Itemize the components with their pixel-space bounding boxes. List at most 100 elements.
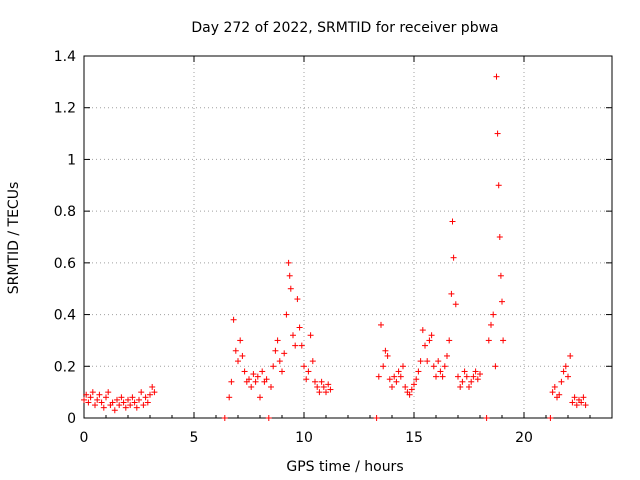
data-point <box>127 402 134 409</box>
data-point <box>274 337 281 344</box>
data-point <box>468 378 475 385</box>
data-point <box>422 342 428 349</box>
data-point <box>386 376 393 383</box>
grid-lines <box>84 56 612 418</box>
data-point <box>547 415 554 421</box>
chart-title: Day 272 of 2022, SRMTID for receiver pbw… <box>191 20 498 36</box>
data-point <box>287 285 294 292</box>
data-point <box>474 376 481 383</box>
data-point <box>151 389 158 396</box>
y-tick-label-4: 0.8 <box>54 204 76 220</box>
data-point <box>397 373 404 380</box>
x-tick-label-4: 20 <box>515 430 533 446</box>
data-point <box>320 383 327 390</box>
data-point <box>400 363 406 370</box>
data-point <box>120 399 127 406</box>
data-point <box>241 368 248 375</box>
data-point <box>452 301 459 308</box>
data-point <box>140 402 147 409</box>
data-point <box>433 373 439 380</box>
data-point <box>305 368 312 375</box>
axis-ticks: 0 5 10 15 20 0 0.2 0.4 0.6 0.8 1 1.2 1.4 <box>54 49 612 446</box>
data-point <box>441 363 448 370</box>
data-point <box>133 404 140 411</box>
data-point <box>493 73 500 80</box>
data-point <box>301 363 307 370</box>
x-tick-label-2: 10 <box>295 430 313 446</box>
data-point <box>122 404 129 411</box>
data-point <box>408 386 415 393</box>
data-point <box>327 386 334 393</box>
data-point <box>428 332 435 339</box>
data-point <box>228 378 235 385</box>
data-point <box>426 337 433 344</box>
data-point <box>144 399 151 406</box>
data-point <box>235 358 241 365</box>
data-point <box>437 368 444 375</box>
y-tick-label-0: 0 <box>67 411 76 427</box>
data-point <box>226 394 233 401</box>
y-tick-label-7: 1.4 <box>54 49 76 65</box>
data-point <box>81 396 87 403</box>
data-point <box>488 321 494 328</box>
y-tick-label-3: 0.6 <box>54 256 76 272</box>
data-point <box>569 399 576 406</box>
data-point <box>446 337 453 344</box>
y-tick-label-6: 1.2 <box>54 101 76 117</box>
data-point <box>250 371 257 378</box>
data-point <box>483 415 490 421</box>
data-point <box>129 394 136 401</box>
data-point <box>290 332 296 339</box>
data-point <box>118 394 125 401</box>
data-point <box>325 381 332 388</box>
data-point <box>455 373 461 380</box>
data-point <box>105 389 112 396</box>
data-point <box>495 182 502 189</box>
data-point <box>232 347 239 354</box>
data-point <box>582 402 589 409</box>
y-axis-label: SRMTID / TECUs <box>6 182 22 295</box>
data-point <box>312 378 318 385</box>
data-point <box>459 378 466 385</box>
data-point <box>424 358 431 365</box>
data-point <box>307 332 314 339</box>
x-axis-label: GPS time / hours <box>286 459 403 475</box>
data-point <box>246 376 252 383</box>
data-point <box>92 402 98 409</box>
data-point <box>248 383 255 390</box>
data-point <box>449 218 456 225</box>
data-point <box>136 396 142 403</box>
data-point <box>477 371 483 378</box>
data-point <box>551 383 558 390</box>
data-point <box>239 352 246 359</box>
data-point <box>391 373 398 380</box>
data-point <box>492 363 499 370</box>
data-point <box>567 352 574 359</box>
data-point <box>94 396 101 403</box>
data-point <box>395 368 402 375</box>
data-point <box>147 391 153 398</box>
data-point <box>296 324 303 331</box>
data-point <box>448 290 455 297</box>
data-point <box>89 389 96 396</box>
data-point <box>499 298 505 305</box>
data-point <box>100 404 107 411</box>
data-point <box>565 373 571 380</box>
data-point <box>116 402 123 409</box>
data-point <box>490 311 497 318</box>
data-point <box>380 363 387 370</box>
data-point <box>500 337 507 344</box>
data-point <box>263 376 270 383</box>
data-point <box>558 378 565 385</box>
data-point <box>298 342 305 349</box>
data-point <box>470 373 477 380</box>
x-tick-label-0: 0 <box>80 430 89 446</box>
data-point <box>314 383 321 390</box>
data-point <box>276 358 283 365</box>
data-point <box>573 402 580 409</box>
data-point <box>83 391 90 398</box>
data-point <box>283 311 290 318</box>
data-point <box>496 234 503 240</box>
data-point <box>560 368 567 375</box>
